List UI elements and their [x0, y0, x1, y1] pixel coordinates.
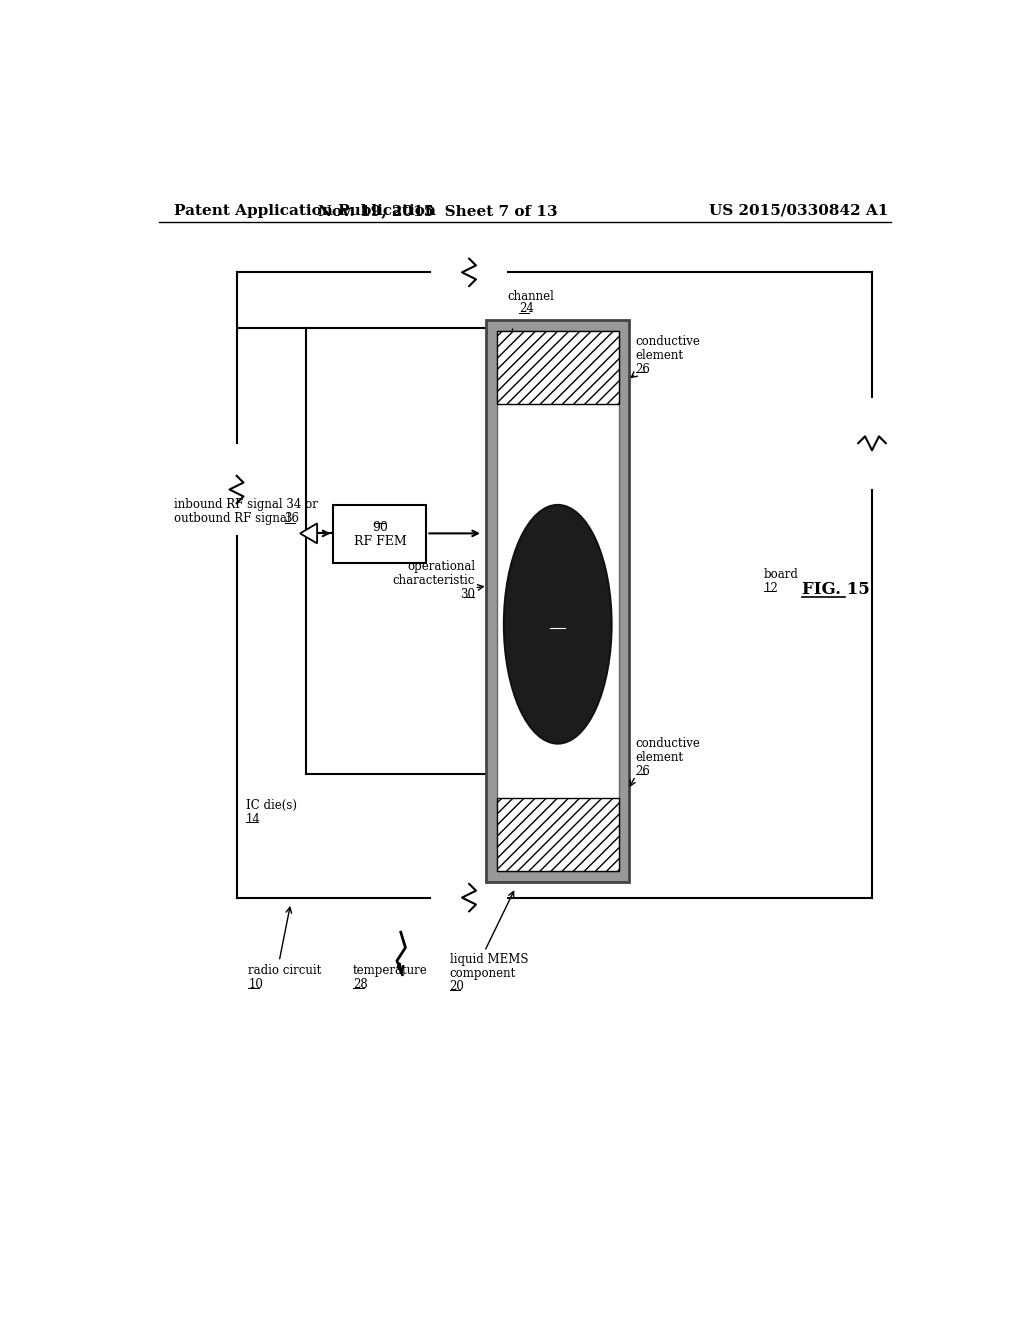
Text: outbound RF signal: outbound RF signal	[174, 512, 291, 525]
Text: 12: 12	[764, 582, 778, 594]
Text: operational: operational	[408, 560, 475, 573]
Polygon shape	[300, 524, 317, 544]
Text: FIG. 15: FIG. 15	[802, 581, 870, 598]
Bar	[497, 331, 618, 871]
Text: 36: 36	[285, 512, 300, 525]
Text: 14: 14	[246, 813, 261, 825]
Text: inbound RF signal 34 or: inbound RF signal 34 or	[174, 499, 318, 511]
Text: RF FEM: RF FEM	[353, 535, 407, 548]
Text: 26: 26	[636, 764, 650, 777]
Text: Nov. 19, 2015  Sheet 7 of 13: Nov. 19, 2015 Sheet 7 of 13	[318, 203, 558, 218]
Bar	[497, 799, 618, 871]
Text: Patent Application Publication: Patent Application Publication	[174, 203, 436, 218]
Text: US 2015/0330842 A1: US 2015/0330842 A1	[710, 203, 889, 218]
Text: channel: channel	[508, 290, 555, 304]
Text: board: board	[764, 568, 799, 581]
Text: liquid MEMS: liquid MEMS	[450, 953, 528, 966]
Text: characteristic: characteristic	[393, 574, 475, 587]
Bar	[486, 321, 630, 882]
Bar	[497, 331, 618, 404]
Text: 26: 26	[636, 363, 650, 376]
Text: 20: 20	[450, 981, 465, 994]
Text: temperature: temperature	[352, 964, 427, 977]
Bar	[334, 506, 426, 562]
Text: element: element	[636, 751, 684, 764]
Text: component: component	[450, 966, 516, 979]
Text: conductive: conductive	[636, 737, 700, 750]
Text: 10: 10	[248, 978, 263, 991]
Ellipse shape	[504, 504, 611, 743]
Text: radio circuit: radio circuit	[248, 964, 322, 977]
Text: element: element	[636, 348, 684, 362]
Text: 30: 30	[460, 587, 475, 601]
Text: 90: 90	[372, 521, 388, 535]
Text: IC die(s): IC die(s)	[246, 799, 297, 812]
Text: 24: 24	[519, 302, 535, 314]
Text: droplet 22: droplet 22	[527, 611, 589, 624]
Text: 28: 28	[352, 978, 368, 991]
Text: conductive: conductive	[636, 335, 700, 348]
